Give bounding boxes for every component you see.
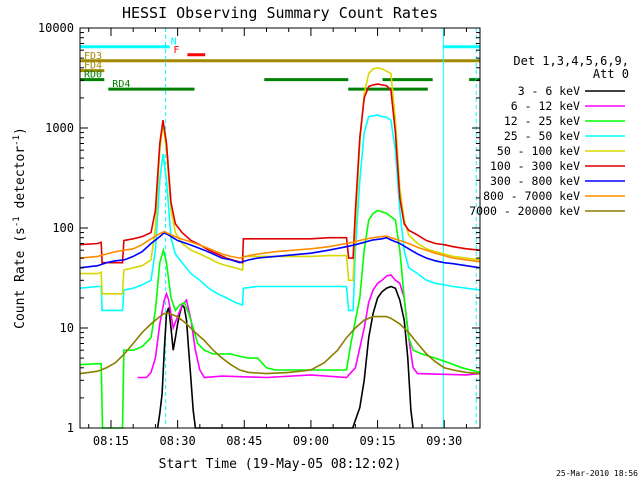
x-tick-label-3: 09:00	[293, 434, 329, 448]
legend-label-3: 25 - 50 keV	[504, 129, 580, 143]
x-tick-label-5: 09:30	[426, 434, 462, 448]
series-line-5	[79, 83, 481, 264]
y-axis-label-mid: detector	[13, 146, 28, 217]
y-tick-label-0: 1	[67, 421, 74, 435]
flag-label-fd4: FD4	[84, 61, 102, 72]
footer-timestamp: 25-Mar-2010 18:56	[556, 469, 638, 478]
series-line-7	[79, 230, 481, 263]
y-tick-label-4: 10000	[38, 21, 74, 35]
flag-label-f: F	[173, 45, 179, 56]
series-line-6	[79, 231, 481, 269]
axis-ticks: 08:15 08:30 08:45 09:00 09:15 09:30 1 10 100 1000…	[38, 21, 480, 448]
y-axis-label: Count Rate (s-1 detector-1)	[12, 127, 28, 329]
legend-label-2: 12 - 25 keV	[504, 114, 580, 128]
y-tick-label-3: 1000	[45, 121, 74, 135]
x-tick-label-4: 09:15	[360, 434, 396, 448]
x-tick-label-2: 08:45	[226, 434, 262, 448]
y-axis-label-main: Count Rate (s	[13, 227, 28, 329]
legend-header-line2: Att 0	[593, 67, 629, 81]
legend-label-5: 100 - 300 keV	[490, 159, 580, 173]
y-tick-label-2: 100	[52, 221, 74, 235]
legend-label-1: 6 - 12 keV	[511, 99, 580, 113]
flag-label-rd4: RD4	[112, 79, 130, 90]
legend-label-7: 800 - 7000 keV	[483, 189, 580, 203]
y-axis-label-sup2: -1	[12, 135, 22, 146]
y-axis-label-sup1: -1	[12, 216, 22, 227]
flag-label-fd3: FD3	[84, 51, 102, 62]
chart-title: HESSI Observing Summary Count Rates	[122, 4, 438, 22]
series-line-2	[79, 209, 481, 429]
x-tick-label-1: 08:30	[160, 434, 196, 448]
legend-label-8: 7000 - 20000 keV	[469, 204, 580, 218]
legend-label-6: 300 - 800 keV	[490, 174, 580, 188]
flag-label-rd0: RD0	[84, 70, 102, 81]
y-axis-label-end: )	[13, 127, 28, 135]
legend-header-line1: Det 1,3,4,5,6,9,	[513, 54, 629, 68]
series-line-3	[79, 114, 481, 312]
legend-label-4: 50 - 100 keV	[497, 144, 580, 158]
x-axis-label: Start Time (19-May-05 08:12:02)	[159, 457, 402, 472]
series-line-1	[137, 273, 481, 379]
series-line-0	[156, 285, 414, 429]
legend-label-0: 3 - 6 keV	[518, 84, 580, 98]
series-line-8	[79, 312, 481, 375]
y-tick-label-1: 10	[60, 321, 74, 335]
series-lines	[79, 66, 481, 429]
flag-label-n: N	[171, 37, 177, 48]
x-tick-label-0: 08:15	[93, 434, 129, 448]
